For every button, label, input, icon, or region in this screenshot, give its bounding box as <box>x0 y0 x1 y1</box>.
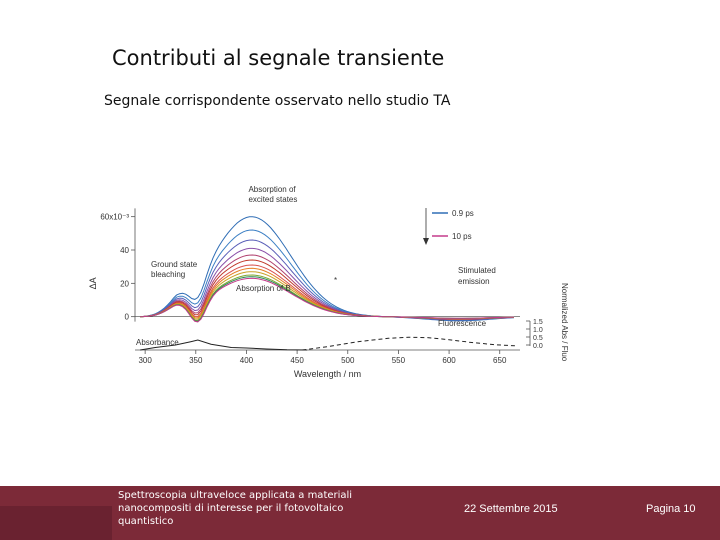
y-tick-label: 20 <box>120 279 129 288</box>
annotation-stimulated-emission: Stimulated <box>458 266 496 275</box>
x-axis-label: Wavelength / nm <box>294 369 361 379</box>
y2-tick-label: 1.5 <box>533 319 543 326</box>
annotation-absorbance: Absorbance <box>136 338 179 347</box>
y2-tick-label: 0.0 <box>533 343 543 350</box>
x-tick-label: 500 <box>341 356 355 365</box>
legend-arrow-head <box>423 238 429 245</box>
legend-label: 0.9 ps <box>452 209 474 218</box>
annotation-ground-state: bleaching <box>151 270 185 279</box>
annotation-absorption-b: Absorption of B <box>236 284 291 293</box>
x-tick-label: 300 <box>138 356 152 365</box>
y2-tick-label: 1.0 <box>533 327 543 334</box>
series-group <box>140 216 514 323</box>
annotation-fluorescence: Fluorescence <box>438 319 487 328</box>
transient-spectrum-line <box>140 216 514 322</box>
footer-accent <box>0 506 112 540</box>
fluorescence-line <box>302 336 515 351</box>
footer-course-title: Spettroscopia ultraveloce applicata a ma… <box>118 490 353 527</box>
x-tick-label: 550 <box>392 356 406 365</box>
x-tick-label: 350 <box>189 356 203 365</box>
transient-absorption-chart: 60x10⁻³ 40 20 0 ΔA 300 350 400 450 500 550 600 650 Wa… <box>88 185 569 379</box>
y2-axis-label: Normalized Abs / Fluo <box>560 283 569 362</box>
footer-bar <box>0 486 720 540</box>
transient-spectrum-line <box>140 277 514 323</box>
y-tick-label: 0 <box>125 313 130 322</box>
x-tick-label: 400 <box>240 356 254 365</box>
annotation-ground-state: Ground state <box>151 260 198 269</box>
y-tick-label: 60x10⁻³ <box>100 213 129 222</box>
reference-spectra-group <box>140 336 515 351</box>
transient-spectrum-line <box>140 267 514 320</box>
footer-date: 22 Settembre 2015 <box>464 503 558 515</box>
x-tick-label: 650 <box>493 356 507 365</box>
y-tick-label: 40 <box>120 246 129 255</box>
x-tick-label: 450 <box>290 356 304 365</box>
footer-page-number: Pagina 10 <box>646 503 696 515</box>
slide-subtitle: Segnale corrispondente osservato nello s… <box>104 93 451 109</box>
annotation-stimulated-emission: emission <box>458 277 490 286</box>
annotation-star: * <box>334 276 337 285</box>
y-axis-label: ΔA <box>88 277 98 289</box>
annotation-excited-states: Absorption of <box>248 185 296 194</box>
axes-group: 60x10⁻³ 40 20 0 ΔA 300 350 400 450 500 550 600 650 Wa… <box>88 208 569 379</box>
absorbance-line <box>140 339 308 351</box>
legend-label: 10 ps <box>452 232 472 241</box>
annotation-excited-states: excited states <box>248 195 297 204</box>
slide-title: Contributi al segnale transiente <box>112 46 445 70</box>
y2-tick-label: 0.5 <box>533 335 543 342</box>
x-tick-label: 600 <box>442 356 456 365</box>
